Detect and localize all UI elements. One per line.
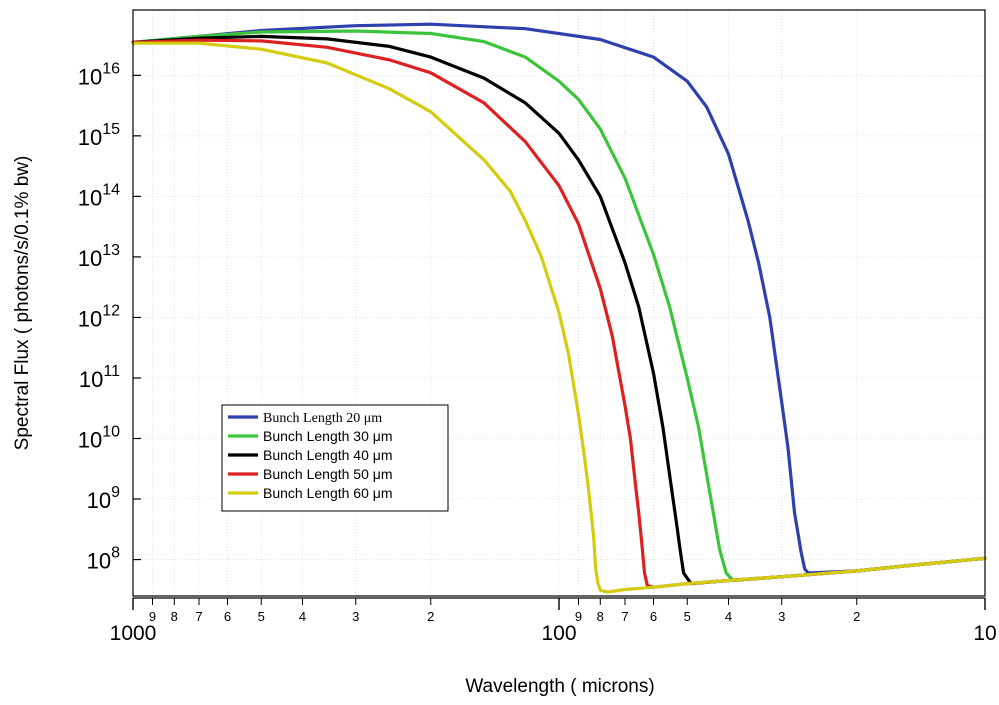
x-minor-tick-label: 4 xyxy=(299,609,306,624)
legend-label: Bunch Length 20 μm xyxy=(263,411,382,426)
x-major-tick-label: 10 xyxy=(973,622,996,645)
legend: Bunch Length 20 μm Bunch Length 30 μm Bunc… xyxy=(221,404,449,512)
series-lines xyxy=(131,22,987,594)
y-tick-label: 108 xyxy=(87,545,120,574)
y-tick-label: 1011 xyxy=(79,363,120,392)
series-line xyxy=(131,22,987,575)
y-tick-label: 1012 xyxy=(78,302,120,331)
y-axis-title: Spectral Flux ( photons/s/0.1% bw) xyxy=(12,156,33,451)
x-axis-title: Wavelength ( microns) xyxy=(465,676,654,697)
x-minor-tick-label: 7 xyxy=(195,609,202,624)
x-minor-tick-label: 9 xyxy=(575,609,582,624)
x-minor-tick-label: 2 xyxy=(853,609,860,624)
x-minor-tick-label: 9 xyxy=(149,609,156,624)
x-major-tick-label: 1000 xyxy=(110,622,157,645)
x-minor-tick-label: 7 xyxy=(621,609,628,624)
series-line xyxy=(131,41,987,594)
x-minor-tick-label: 5 xyxy=(258,609,265,624)
y-tick-label: 1014 xyxy=(78,181,120,210)
y-tick-label: 1013 xyxy=(78,242,120,271)
legend-label: Bunch Length 30 μm xyxy=(263,428,393,444)
x-minor-tick-label: 5 xyxy=(684,609,691,624)
legend-label: Bunch Length 60 μm xyxy=(263,485,393,501)
legend-label: Bunch Length 40 μm xyxy=(263,447,393,463)
legend-label: Bunch Length 50 μm xyxy=(263,466,393,482)
legend-box xyxy=(221,404,449,512)
x-minor-tick-label: 8 xyxy=(171,609,178,624)
x-minor-tick-label: 3 xyxy=(352,609,359,624)
x-minor-tick-label: 8 xyxy=(597,609,604,624)
y-tick-label: 109 xyxy=(87,484,120,513)
y-tick-label: 1016 xyxy=(78,60,120,89)
x-minor-tick-label: 4 xyxy=(725,609,732,624)
x-minor-tick-label: 2 xyxy=(427,609,434,624)
y-tick-label: 1010 xyxy=(78,423,120,452)
x-major-tick-label: 100 xyxy=(541,622,576,645)
y-tick-label: 1015 xyxy=(78,121,120,150)
plot-frame xyxy=(132,9,986,597)
x-axis: 1000 100 109 8 7 6 5 4 3 2 9 8 7 6 5 4 3 2 xyxy=(110,597,997,645)
y-axis-ticks: 108 109 1010 1011 1012 1013 1014 1015 1016 xyxy=(78,60,141,574)
x-minor-tick-label: 6 xyxy=(650,609,657,624)
x-minor-tick-label: 3 xyxy=(778,609,785,624)
x-minor-tick-label: 6 xyxy=(224,609,231,624)
